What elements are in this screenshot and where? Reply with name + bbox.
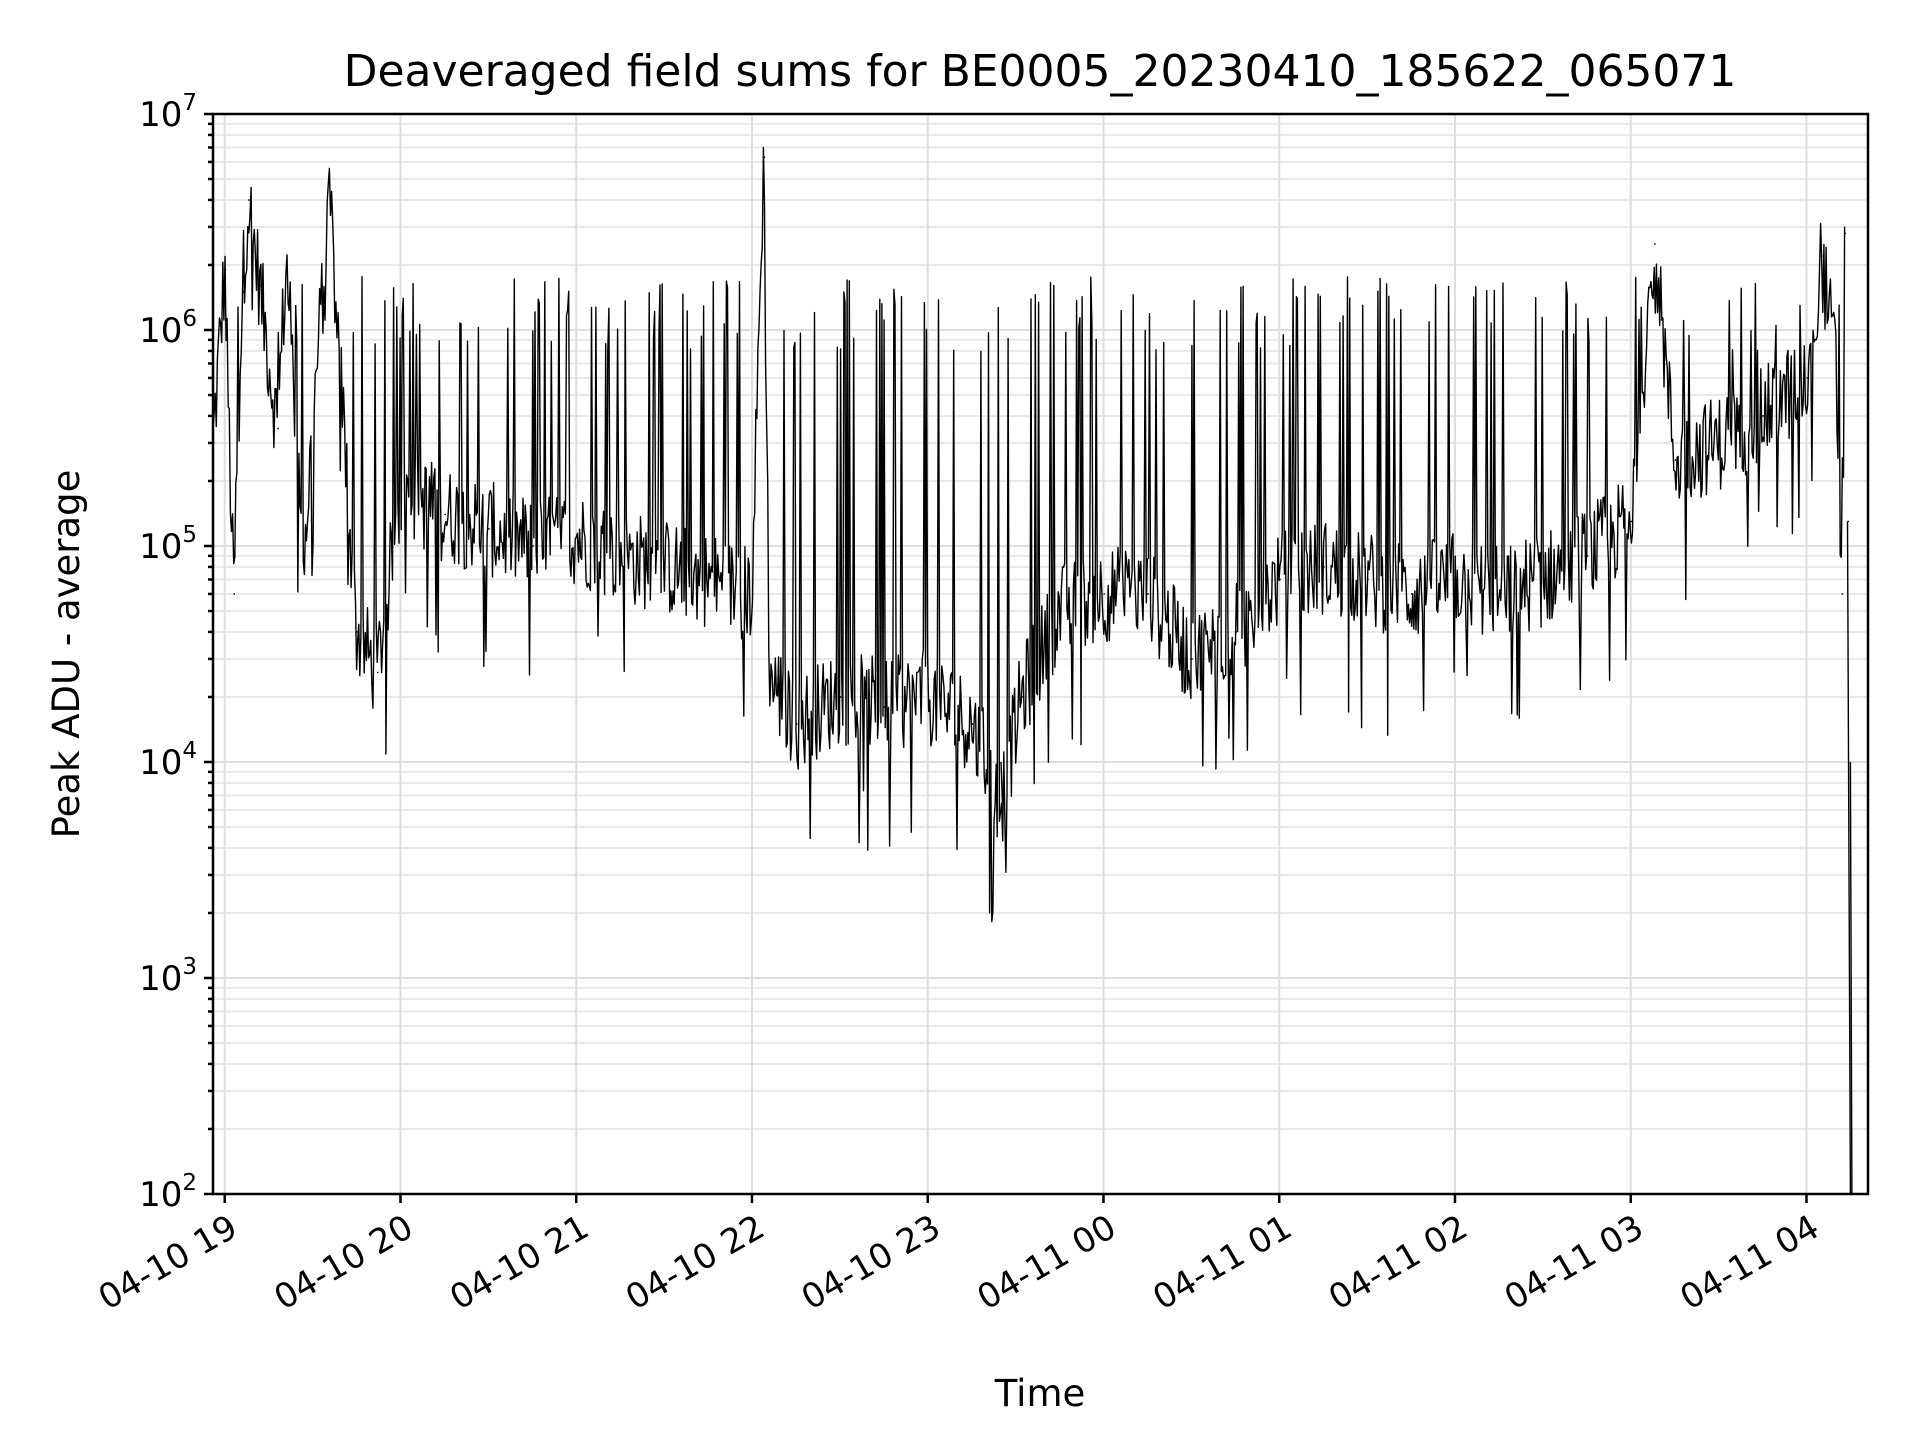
y-tick-label: 103 xyxy=(139,954,197,999)
y-tick-label: 102 xyxy=(139,1170,197,1215)
y-tick-label: 107 xyxy=(139,90,197,135)
y-tick-label: 106 xyxy=(139,306,197,351)
x-axis-label: Time xyxy=(994,1372,1086,1415)
series-layer xyxy=(212,146,1853,1195)
chart-title: Deaveraged field sums for BE0005_2023041… xyxy=(344,46,1737,97)
y-axis: 102 103 104 105 106 107 xyxy=(139,90,213,1215)
y-axis-label: Peak ADU - average xyxy=(45,470,88,839)
y-tick-label: 104 xyxy=(139,738,197,783)
series-line xyxy=(212,146,1853,1195)
plot-frame xyxy=(211,112,1870,1196)
y-tick-label: 105 xyxy=(139,522,197,567)
